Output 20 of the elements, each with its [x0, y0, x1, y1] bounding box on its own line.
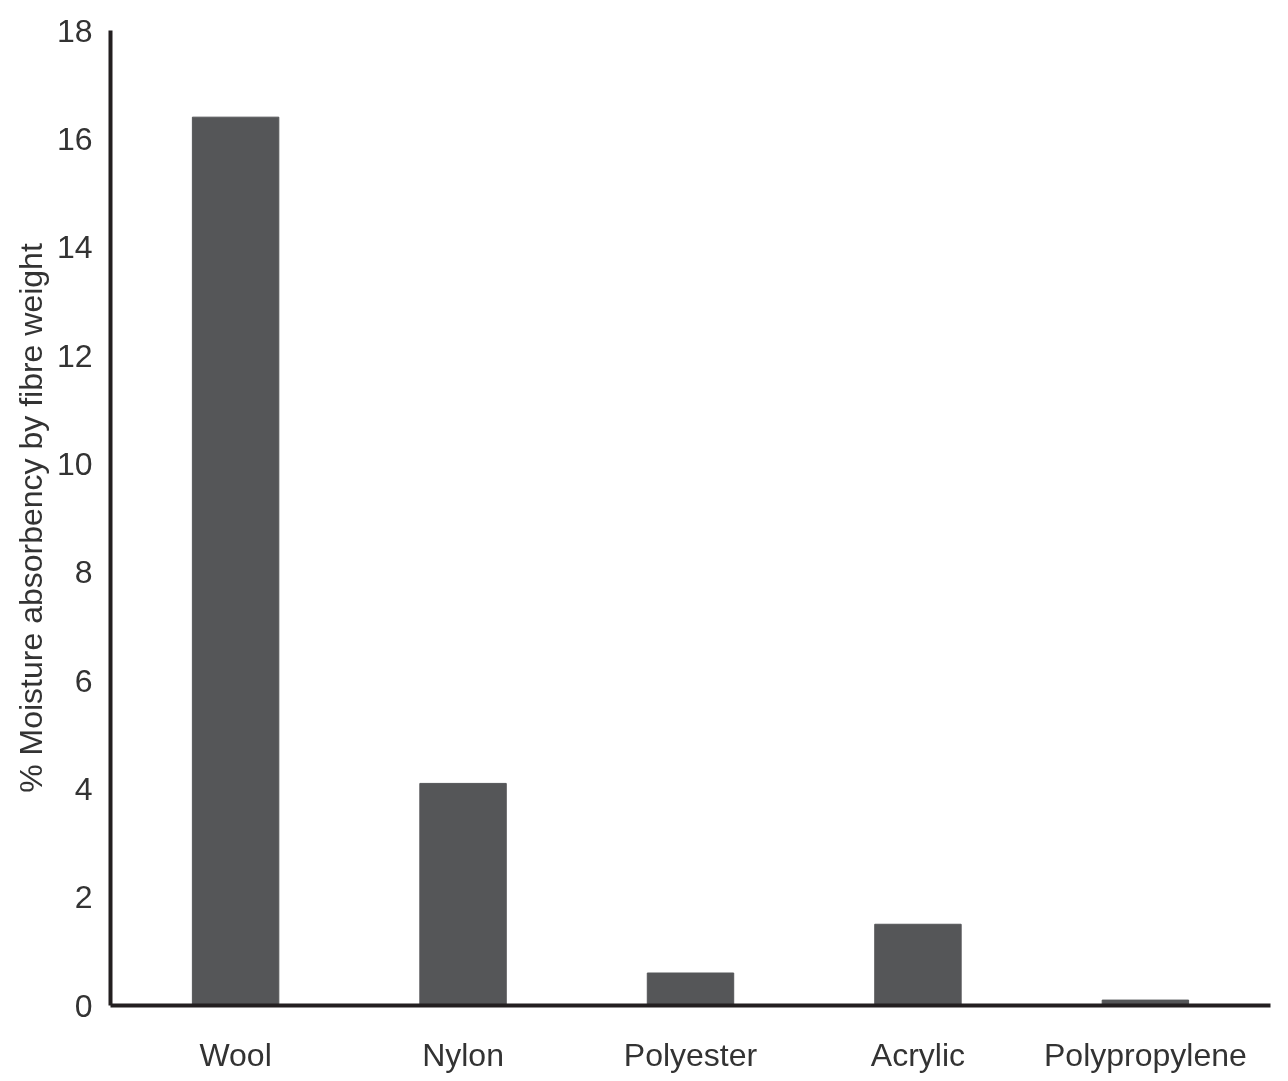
- y-tick-label: 10: [56, 445, 93, 482]
- x-tick-label: Polypropylene: [1044, 1036, 1247, 1073]
- y-axis-title: % Moisture absorbency by fibre weight: [12, 243, 49, 793]
- y-tick-label: 16: [56, 120, 93, 157]
- bar: [646, 972, 735, 1006]
- bar: [419, 782, 507, 1006]
- bar: [874, 923, 962, 1006]
- y-tick-label: 14: [56, 229, 93, 266]
- x-tick-label: Nylon: [422, 1036, 504, 1073]
- y-tick-label: 2: [74, 879, 93, 916]
- y-tick-label: 0: [74, 987, 93, 1024]
- bar: [191, 116, 280, 1006]
- y-tick-label: 4: [74, 770, 93, 807]
- y-tick-label: 6: [74, 662, 93, 699]
- y-tick-label: 18: [56, 12, 93, 49]
- x-tick-label: Wool: [199, 1036, 272, 1073]
- x-tick-label: Acrylic: [870, 1036, 966, 1073]
- y-tick-label: 8: [74, 554, 93, 591]
- x-tick-label: Polyester: [623, 1036, 758, 1073]
- y-tick-label: 12: [56, 337, 93, 374]
